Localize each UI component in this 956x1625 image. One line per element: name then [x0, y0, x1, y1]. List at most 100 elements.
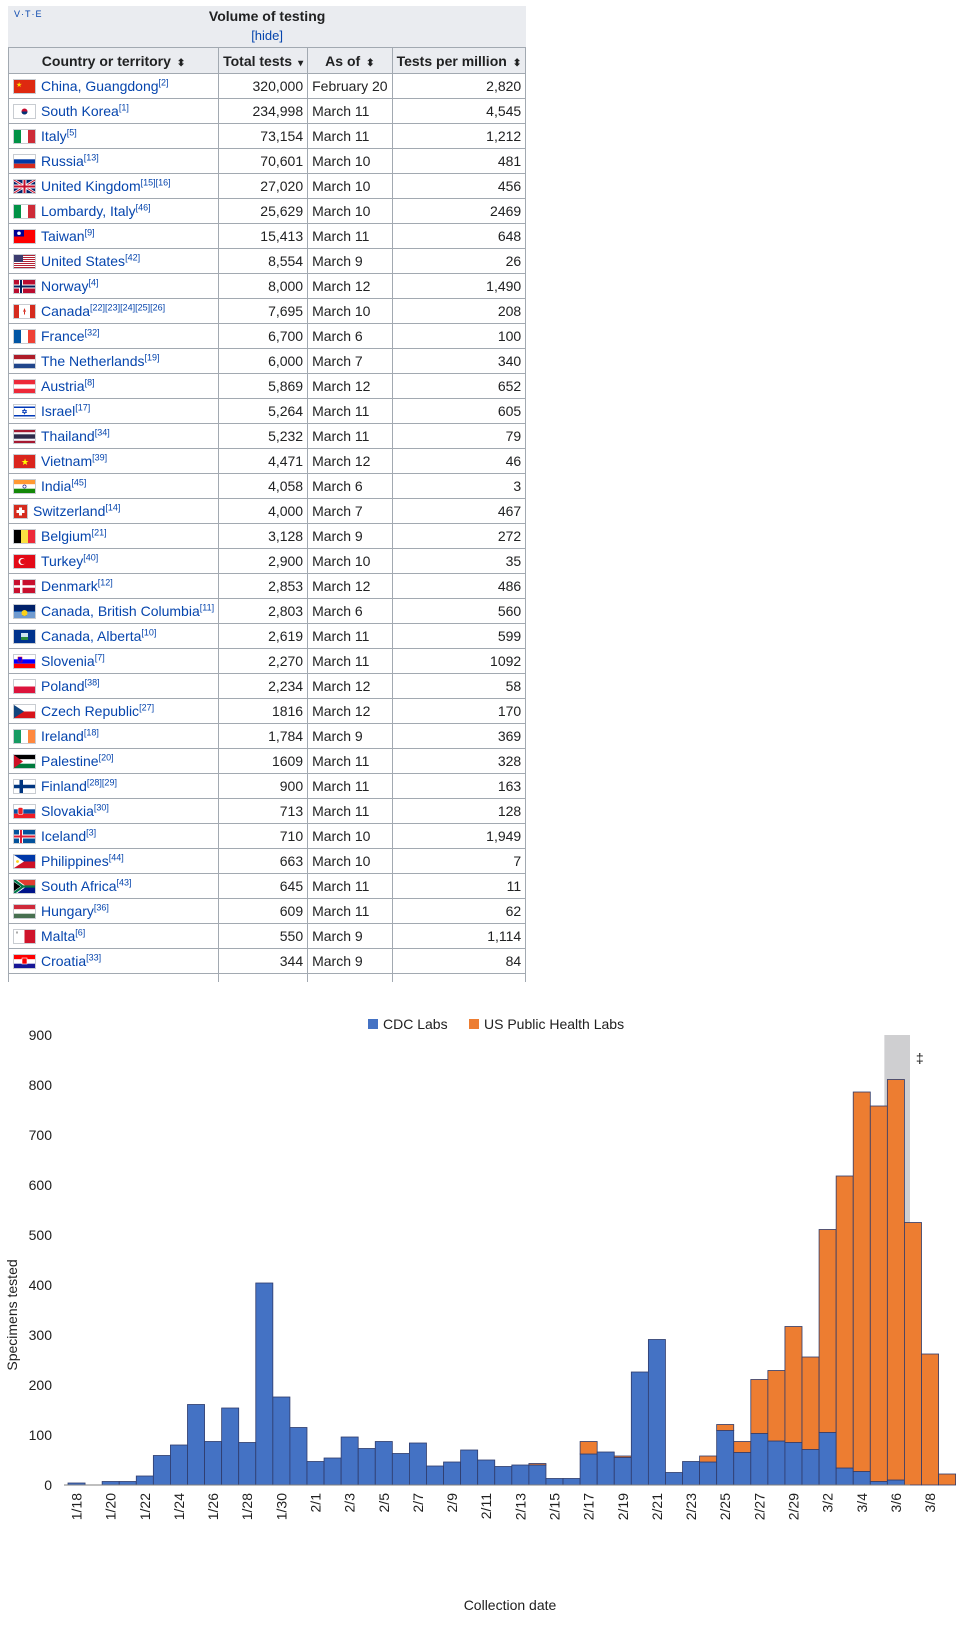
bar-phl-2-17 — [579, 1441, 598, 1455]
reference-link[interactable]: [21] — [91, 526, 107, 537]
country-cell: Malta[6] — [7, 923, 220, 949]
country-link[interactable]: Ireland — [41, 727, 84, 744]
country-link[interactable]: Turkey — [41, 552, 84, 569]
flag-at-icon — [13, 379, 36, 395]
column-header-country[interactable]: Country or territory ⬍ — [7, 47, 220, 74]
table-row: South Africa[43] 645 March 11 11 — [7, 873, 527, 899]
country-link[interactable]: France — [41, 327, 85, 344]
x-axis: 1/18 1/20 1/22 1/24 1/26 1/28 1/30 2/1 2/3 2/5 2/7… — [64, 1484, 938, 1520]
country-link[interactable]: Palestine — [41, 752, 99, 769]
reference-link[interactable]: [10] — [141, 626, 157, 637]
reference-link[interactable]: [34] — [94, 426, 110, 437]
country-link[interactable]: Russia — [41, 152, 84, 169]
country-link[interactable]: Italy — [41, 127, 67, 144]
table-row: Switzerland[14] 4,000 March 7 467 — [7, 498, 527, 524]
country-link[interactable]: The Netherlands — [41, 352, 145, 369]
column-header-as-of[interactable]: As of ⬍ — [307, 47, 393, 74]
reference-link[interactable]: [33] — [86, 951, 102, 962]
country-link[interactable]: South Africa — [41, 877, 117, 894]
country-link[interactable]: Iceland — [41, 827, 87, 844]
column-header-total-tests[interactable]: Total tests ▾ — [218, 47, 309, 74]
reference-link[interactable]: [17] — [75, 401, 91, 412]
reference-link[interactable]: [39] — [92, 451, 108, 462]
country-link[interactable]: China, Guangdong — [41, 77, 159, 94]
x-tick-label: 2/3 — [342, 1493, 358, 1513]
country-link[interactable]: India — [41, 477, 72, 494]
reference-link[interactable]: [8] — [84, 376, 95, 387]
vte-links[interactable]: V·T·E — [14, 9, 43, 19]
reference-link[interactable]: [27] — [139, 701, 155, 712]
country-link[interactable]: Austria — [41, 377, 85, 394]
reference-link[interactable]: [44] — [108, 851, 124, 862]
country-link[interactable]: Norway — [41, 277, 89, 294]
reference-link[interactable]: [36] — [93, 901, 109, 912]
reference-link[interactable]: [38] — [84, 676, 100, 687]
reference-link[interactable]: [13] — [83, 151, 99, 162]
sort-icon[interactable]: ⬍ — [366, 57, 375, 69]
country-link[interactable]: United States — [41, 252, 126, 269]
y-tick-label: 400 — [29, 1277, 53, 1293]
country-link[interactable]: South Korea — [41, 102, 119, 119]
reference-link[interactable]: [40] — [83, 551, 99, 562]
flag-it-icon — [13, 129, 36, 145]
reference-link[interactable]: [4] — [88, 276, 99, 287]
reference-link[interactable]: [2] — [158, 76, 169, 87]
country-link[interactable]: Croatia — [41, 952, 87, 969]
reference-link[interactable]: [22][23][24][25][26] — [90, 301, 166, 312]
reference-link[interactable]: [12] — [97, 576, 113, 587]
reference-link[interactable]: [3] — [86, 826, 97, 837]
sort-icon[interactable]: ⬍ — [176, 57, 186, 69]
reference-link[interactable]: [11] — [199, 601, 215, 612]
reference-link[interactable]: [9] — [84, 226, 95, 237]
country-link[interactable]: Taiwan — [41, 227, 85, 244]
reference-link[interactable]: [14] — [105, 501, 121, 512]
country-link[interactable]: Slovenia — [41, 652, 95, 669]
country-link[interactable]: Czech Republic — [41, 702, 140, 719]
reference-link[interactable]: [1] — [118, 101, 129, 112]
column-header-tests-per-million[interactable]: Tests per million ⬍ — [391, 47, 527, 74]
country-link[interactable]: United Kingdom — [41, 177, 141, 194]
bar-cdc-1-25 — [187, 1404, 205, 1486]
country-link[interactable]: Vietnam — [41, 452, 93, 469]
country-link[interactable]: Belgium — [41, 527, 92, 544]
country-link[interactable]: Lombardy, Italy — [41, 202, 136, 219]
country-link[interactable]: Slovakia — [41, 802, 94, 819]
country-link[interactable]: Hungary — [41, 902, 94, 919]
reference-link[interactable]: [15][16] — [140, 176, 171, 187]
reference-link[interactable]: [6] — [75, 926, 86, 937]
country-link[interactable]: Philippines — [41, 852, 109, 869]
country-link[interactable]: Canada, British Columbia — [41, 602, 200, 619]
country-link[interactable]: Switzerland — [33, 502, 106, 519]
sort-icon[interactable]: ⬍ — [512, 57, 522, 69]
reference-link[interactable]: [19] — [144, 351, 160, 362]
country-cell: Switzerland[14] — [7, 498, 220, 524]
reference-link[interactable]: [45] — [71, 476, 87, 487]
x-tick-label: 2/25 — [717, 1493, 733, 1520]
country-cell: Iceland[3] — [7, 823, 220, 849]
hide-link[interactable]: [hide] — [251, 28, 283, 43]
country-link[interactable]: Canada, Alberta — [41, 627, 142, 644]
y-tick-label: 300 — [29, 1327, 53, 1343]
country-link[interactable]: Malta — [41, 927, 76, 944]
country-link[interactable]: Thailand — [41, 427, 95, 444]
country-link[interactable]: Canada — [41, 302, 91, 319]
country-link[interactable]: Israel — [41, 402, 76, 419]
reference-link[interactable]: [28][29] — [86, 776, 117, 787]
reference-link[interactable]: [18] — [83, 726, 99, 737]
country-link[interactable]: Poland — [41, 677, 85, 694]
as-of-cell: February 20 — [307, 73, 393, 99]
reference-link[interactable]: [30] — [93, 801, 109, 812]
bar-cdc-1-22 — [135, 1475, 154, 1486]
reference-link[interactable]: [20] — [98, 751, 114, 762]
reference-link[interactable]: [43] — [116, 876, 132, 887]
reference-link[interactable]: [5] — [66, 126, 77, 137]
reference-link[interactable]: [46] — [135, 201, 151, 212]
country-link[interactable]: Denmark — [41, 577, 98, 594]
sort-desc-icon[interactable]: ▾ — [298, 57, 304, 69]
reference-link[interactable]: [32] — [84, 326, 100, 337]
reference-link[interactable]: [42] — [125, 251, 141, 262]
country-link[interactable]: Finland — [41, 777, 87, 794]
tests-per-million-cell: 46 — [391, 448, 527, 474]
country-cell: Italy[5] — [7, 123, 220, 149]
reference-link[interactable]: [7] — [94, 651, 105, 662]
